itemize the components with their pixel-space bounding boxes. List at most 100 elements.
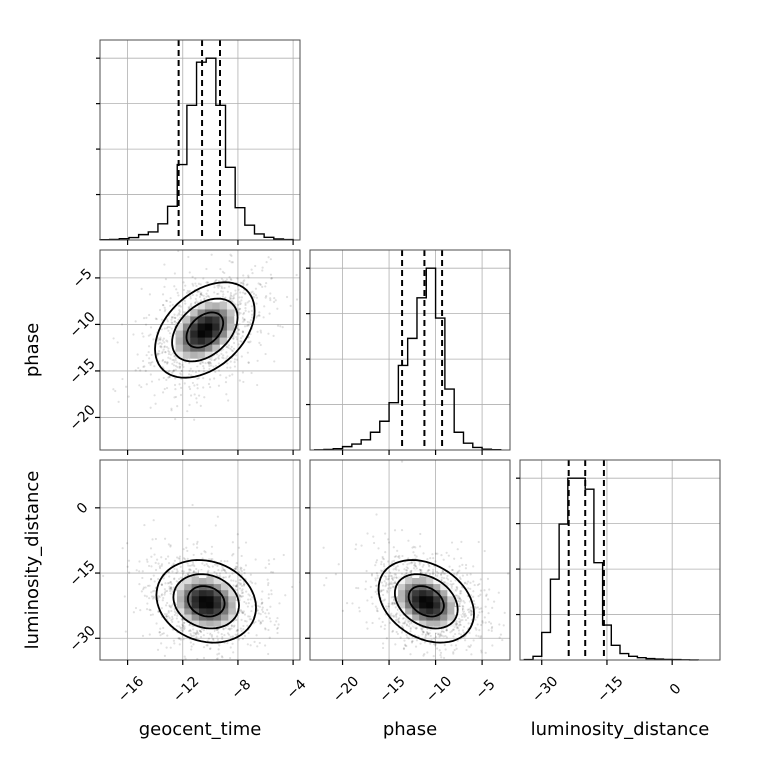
scatter-point [426,558,429,561]
scatter-point [267,581,270,585]
scatter-point [228,576,231,579]
scatter-point [223,633,226,637]
scatter-point [391,585,394,588]
scatter-point [436,574,439,577]
scatter-point [165,327,169,330]
scatter-point [156,339,159,342]
x-axis-label-phase: phase [383,719,437,740]
scatter-point [394,614,397,617]
scatter-point [180,373,183,376]
scatter-point [214,563,217,566]
scatter-point [337,563,340,566]
density-block [440,606,448,615]
scatter-point [258,605,261,608]
scatter-point [216,628,219,631]
scatter-point [232,681,234,683]
scatter-point [173,285,176,288]
scatter-point [414,645,418,648]
scatter-point [238,610,241,613]
scatter-point [176,366,179,369]
scatter-point [387,583,390,586]
scatter-point [466,688,468,690]
scatter-point [395,595,398,599]
scatter-point [146,584,150,587]
scatter-point [159,338,162,341]
scatter-point [386,591,389,594]
scatter-point [190,648,193,651]
scatter-point [485,593,488,596]
scatter-point [244,309,247,312]
density-block [204,351,213,359]
scatter-point [403,573,406,577]
scatter-point [374,590,377,593]
scatter-point [234,585,238,588]
scatter-point [202,377,205,380]
scatter-point [239,582,243,585]
density-block [176,606,185,615]
scatter-point [234,303,237,306]
scatter-point [238,594,241,597]
y-tick-label-luminosity-distance: −30 [67,623,99,655]
scatter-point [376,607,379,610]
scatter-point [429,628,432,631]
scatter-point [230,624,233,628]
scatter-point [124,630,127,633]
scatter-point [236,277,239,280]
scatter-point [524,596,526,598]
scatter-point [407,637,410,640]
scatter-point [440,576,444,579]
scatter-point [196,546,199,549]
scatter-point [235,354,238,357]
scatter-point [391,582,394,585]
scatter-point [440,578,443,581]
scatter-point [405,644,408,648]
density-block [212,315,220,324]
density-block [206,576,214,585]
scatter-point [208,367,211,371]
scatter-point [242,282,245,285]
scatter-point [452,652,455,655]
scatter-point [270,589,273,592]
scatter-point [197,369,201,373]
scatter-point [180,617,183,620]
scatter-point [188,271,191,274]
scatter-point [202,656,206,660]
scatter-point [414,565,417,568]
scatter-point [446,574,449,578]
scatter-point [175,288,178,291]
scatter-point [452,635,455,638]
scatter-point [466,580,470,583]
scatter-point [243,318,246,321]
scatter-point [230,680,232,682]
scatter-point [188,403,191,406]
scatter-point [285,295,289,299]
scatter-point [387,541,391,544]
density-block [184,606,192,615]
scatter-point [163,654,167,657]
scatter-point [261,619,264,623]
scatter-point [466,573,469,577]
scatter-point [435,647,439,650]
scatter-point [381,584,385,587]
scatter-point [254,558,257,561]
scatter-point [178,383,181,386]
scatter-point [199,404,202,407]
scatter-point [216,635,219,638]
scatter-point [173,608,176,611]
scatter-point [427,569,430,572]
scatter-point [209,362,212,365]
scatter-point [381,646,385,650]
scatter-point [178,313,181,316]
scatter-point [202,629,206,632]
scatter-point [413,554,416,557]
scatter-point [243,583,246,586]
scatter-point [243,634,247,637]
scatter-point [382,599,385,602]
scatter-point [439,651,443,654]
scatter-point [150,353,153,357]
scatter-point [149,326,153,329]
scatter-point [141,332,144,335]
scatter-point [246,320,249,324]
scatter-point [390,581,393,584]
scatter-point [463,639,467,642]
